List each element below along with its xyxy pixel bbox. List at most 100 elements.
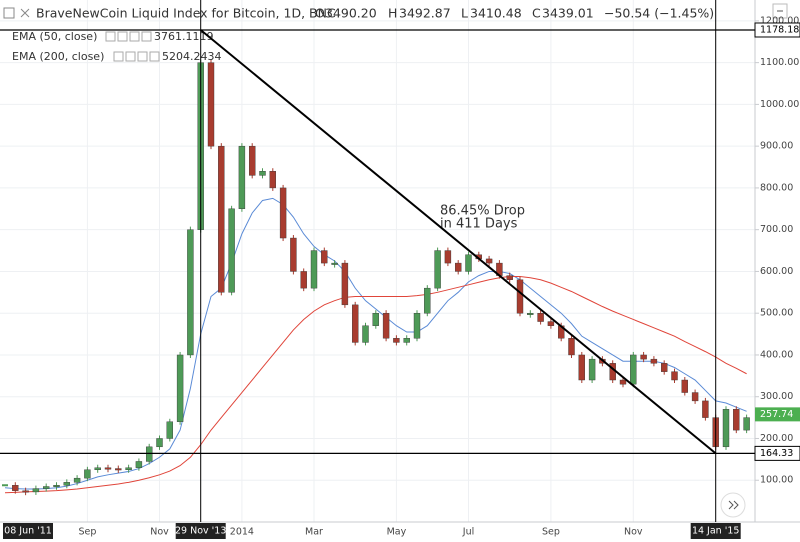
legend-label: EMA (50, close) [12, 30, 97, 43]
legend-value: 3761.1119 [154, 30, 214, 43]
candle [176, 354, 184, 422]
x-tick-label: May [387, 527, 407, 538]
candle [187, 229, 194, 356]
collapse-icon[interactable] [3, 7, 15, 19]
y-tick-label: 200.00 [760, 433, 793, 444]
legend-label: EMA (200, close) [12, 50, 104, 63]
close-icon[interactable] [20, 8, 30, 18]
candle [12, 485, 19, 491]
last-price-label: 257.74 [760, 409, 793, 420]
date-badge-label: 29 Nov '13 [175, 526, 226, 537]
candle [455, 262, 462, 272]
candle [506, 275, 513, 280]
scroll-right-icon [728, 500, 739, 510]
candle [403, 338, 410, 343]
y-tick-label: 900.00 [760, 141, 793, 152]
ohlc-label: H [388, 6, 397, 21]
price-badge-label: 164.33 [760, 448, 793, 459]
candle [547, 321, 555, 326]
legend-icon[interactable] [117, 31, 128, 42]
candle [290, 237, 297, 272]
y-tick-label: 1000.00 [760, 99, 799, 110]
candle [413, 313, 421, 339]
candle [73, 477, 81, 483]
candle [537, 313, 544, 322]
candle [145, 446, 153, 462]
price-badge-label: 1178.18 [760, 24, 799, 35]
legend-icon[interactable] [105, 31, 116, 42]
price-badge [754, 22, 800, 38]
ohlc-label: C [532, 6, 541, 21]
candle [218, 145, 225, 293]
candle [156, 438, 163, 448]
candle [321, 250, 328, 264]
candle [393, 338, 400, 343]
candle [53, 485, 60, 487]
ohlc-value: 3492.87 [399, 6, 451, 21]
candle [63, 482, 70, 486]
candle [424, 287, 431, 314]
x-tick-label: Jul [462, 527, 474, 538]
legend-icons [105, 31, 160, 62]
annotation: 86.45% Drop [440, 204, 525, 219]
date-badge-label: 08 Jun '11 [4, 526, 52, 537]
candle [444, 250, 452, 264]
candle [382, 313, 390, 339]
legend-icon[interactable] [137, 51, 148, 62]
candle [259, 171, 266, 176]
candle [248, 145, 256, 176]
candle [640, 354, 647, 360]
legend-icon[interactable] [129, 31, 140, 42]
y-tick-label: 500.00 [760, 308, 793, 319]
legend-icon[interactable] [149, 51, 160, 62]
candle [104, 467, 112, 470]
ohlc-value: 3490.20 [325, 6, 377, 21]
candle [630, 354, 637, 385]
candle [352, 304, 359, 343]
candle [135, 461, 143, 468]
candle [166, 421, 174, 439]
candle [84, 469, 91, 479]
candle [516, 279, 524, 314]
candle [228, 208, 235, 293]
legend-icon[interactable] [113, 51, 124, 62]
y-tick-label: 700.00 [760, 224, 793, 235]
ema-line [4, 275, 747, 494]
candle [568, 338, 575, 356]
legend-icon[interactable] [125, 51, 136, 62]
price-badge [754, 445, 800, 461]
y-tick-label: 100.00 [760, 475, 793, 486]
candle [588, 358, 596, 381]
legend-value: 5204.2434 [162, 50, 222, 63]
trend-line [200, 29, 717, 455]
candle [43, 486, 50, 489]
candle [691, 392, 699, 402]
change: −50.54 (−1.45%) [604, 6, 714, 21]
candle [362, 325, 369, 343]
candle [681, 379, 688, 393]
candle [238, 145, 246, 210]
candle [22, 490, 29, 493]
x-tick-label: Sep [78, 527, 96, 538]
candle [619, 379, 627, 385]
ohlc-value: 3439.01 [542, 6, 594, 21]
legend-icon[interactable] [141, 31, 152, 42]
x-tick-label: Mar [305, 527, 323, 538]
symbol-title: BraveNewCoin Liquid Index for Bitcoin, 1… [36, 6, 336, 21]
y-tick-label: 600.00 [760, 266, 793, 277]
x-tick-label: Nov [150, 527, 169, 538]
ohlc-value: 3410.48 [470, 6, 522, 21]
last-price-badge [755, 407, 800, 422]
x-tick-label: 2014 [230, 527, 254, 538]
candle [300, 271, 307, 289]
candle [743, 417, 750, 431]
candle [465, 254, 472, 272]
y-tick-label: 300.00 [760, 391, 793, 402]
candle [372, 313, 379, 326]
date-badge [3, 523, 53, 539]
date-badge [690, 523, 741, 539]
candle [578, 354, 585, 381]
ohlc-label: L [461, 6, 468, 21]
y-tick-label: 800.00 [760, 182, 793, 193]
y-tick-label: 1200.00 [760, 15, 799, 26]
